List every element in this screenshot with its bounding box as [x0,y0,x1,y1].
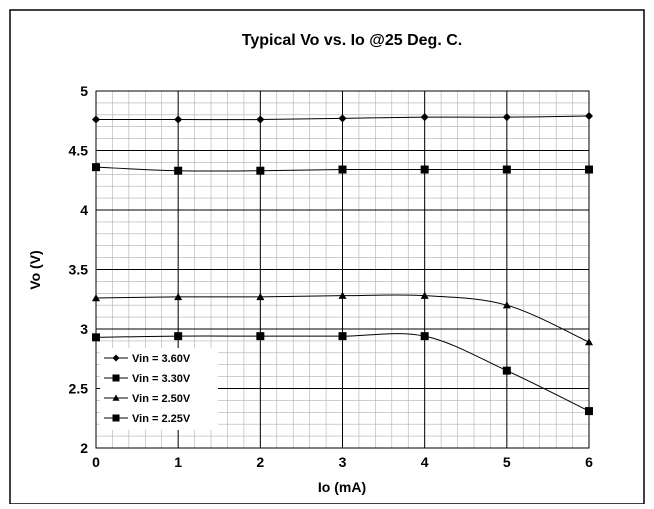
y-tick-label: 5 [80,83,88,99]
legend-entry: Vin = 3.60V [104,353,191,365]
x-tick-label: 5 [503,454,511,470]
data-point-triangle [174,292,183,301]
data-point-square [502,165,511,174]
legend-label: Vin = 2.50V [132,393,191,405]
plot-area-border [95,90,590,449]
series-4 [92,332,593,416]
data-point-triangle [585,338,593,346]
x-tick-label: 1 [174,454,182,470]
data-point-square [174,332,183,341]
data-point-diamond [502,113,511,122]
data-point-square [256,166,265,175]
data-point-square [585,407,593,416]
data-point-triangle [338,291,347,299]
data-point-square [420,165,429,174]
y-axis-title: Vo (V) [27,250,43,289]
legend: Vin = 3.60V Vin = 3.30V Vin = 2.50V Vin = 2… [100,348,218,430]
data-point-diamond [92,115,100,124]
data-point-triangle [256,292,265,301]
x-tick-label: 6 [585,454,593,470]
x-axis-title: Io (mA) [318,479,366,495]
y-tick-label: 4 [80,202,88,218]
legend-label: Vin = 3.60V [132,353,191,365]
y-tick-label: 2 [80,440,88,456]
y-tick-label: 3.5 [69,262,89,278]
data-point-triangle [112,394,120,401]
series-2 [92,163,593,175]
legend-entry: Vin = 2.25V [104,413,191,425]
y-tick-label: 2.5 [69,381,89,397]
data-point-square [174,166,183,175]
legend-entry: Vin = 3.30V [104,373,191,385]
chart-title: Typical Vo vs. Io @25 Deg. C. [242,32,462,49]
x-tick-label: 2 [256,454,264,470]
legend-label: Vin = 3.30V [132,373,191,385]
data-point-square [338,165,347,174]
data-point-square [338,332,347,341]
data-point-diamond [420,113,429,122]
data-point-diamond [174,115,183,124]
tick-labels: 0 1 2 3 4 5 6 2 2.5 3 3.5 4 4.5 5 [69,83,594,470]
x-tick-label: 4 [421,454,429,470]
data-point-square [585,165,593,174]
x-tick-label: 3 [339,454,347,470]
legend-label: Vin = 2.25V [132,413,191,425]
data-point-triangle [502,301,511,309]
data-point-square [92,333,100,342]
data-point-square [112,414,120,422]
data-point-square [256,332,265,341]
data-point-square [502,366,511,375]
y-tick-label: 3 [80,321,88,337]
legend-entry: Vin = 2.50V [104,393,191,405]
data-point-diamond [256,115,265,124]
data-point-square [112,374,120,382]
data-point-triangle [92,294,100,302]
series-1 [92,111,593,124]
data-point-diamond [585,111,593,120]
series-3 [92,291,593,346]
x-tick-label: 0 [92,454,100,470]
legend-box [100,348,218,430]
data-point-diamond [338,114,347,123]
data-point-triangle [420,291,429,299]
data-point-diamond [112,354,120,362]
data-point-square [420,332,429,341]
series [92,111,593,416]
data-point-square [92,163,100,172]
y-tick-label: 4.5 [69,143,89,159]
